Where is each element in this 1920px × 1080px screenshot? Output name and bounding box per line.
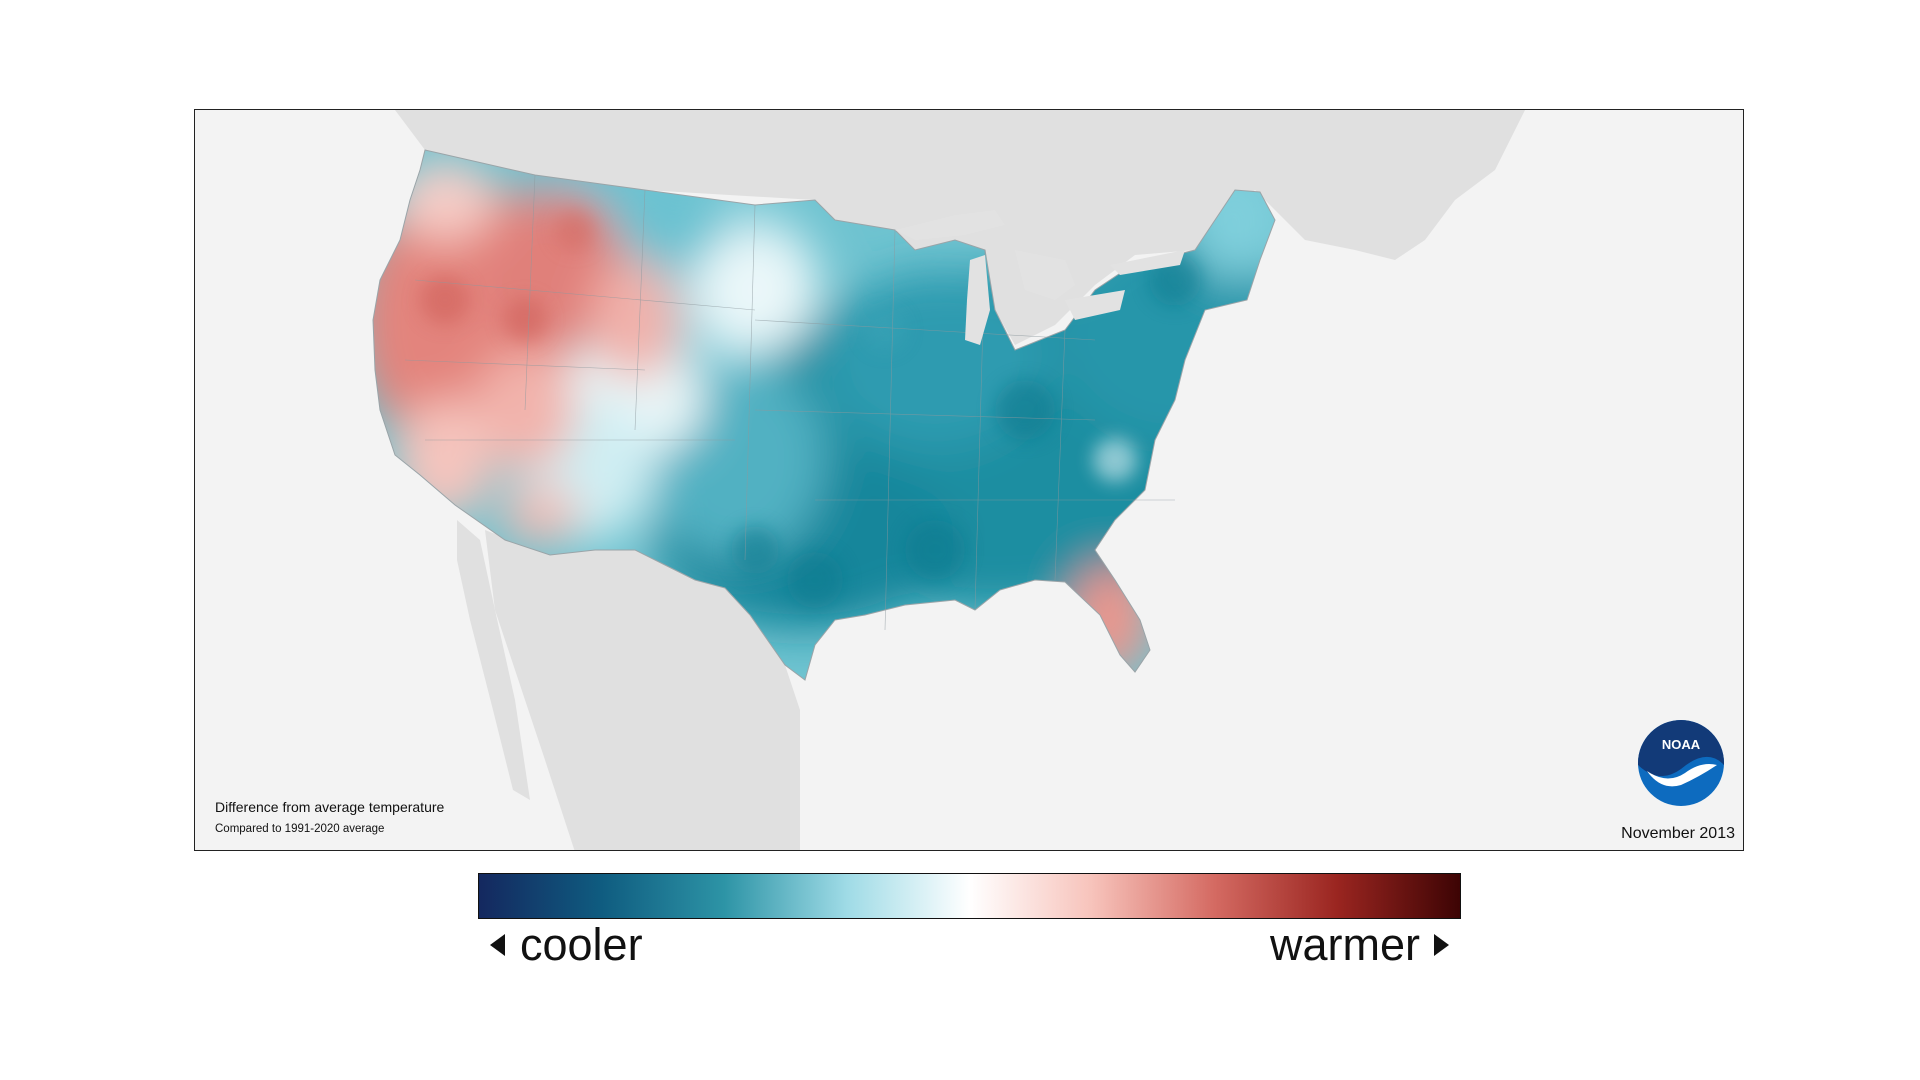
noaa-logo: NOAA [1637, 719, 1725, 812]
map-caption-title: Difference from average temperature [215, 799, 445, 815]
map-date: November 2013 [1621, 825, 1735, 842]
baja-peninsula [457, 520, 530, 800]
mexico-landmass [485, 530, 800, 850]
map-graphic [372, 110, 1525, 850]
color-legend-bar [478, 873, 1461, 919]
anomaly-map: NOAA Difference from average temperature… [194, 109, 1744, 851]
svg-text:NOAA: NOAA [1662, 737, 1701, 752]
right-arrow-icon [1434, 934, 1449, 956]
map-caption-subtitle: Compared to 1991-2020 average [215, 823, 385, 835]
great-lakes [895, 210, 1185, 345]
left-arrow-icon [490, 934, 505, 956]
state-borders [404, 174, 1175, 631]
warmer-label: warmer [1269, 919, 1420, 970]
cooler-label: cooler [520, 919, 643, 970]
maritime-canada [1275, 110, 1525, 260]
canada-landmass [395, 110, 1385, 345]
